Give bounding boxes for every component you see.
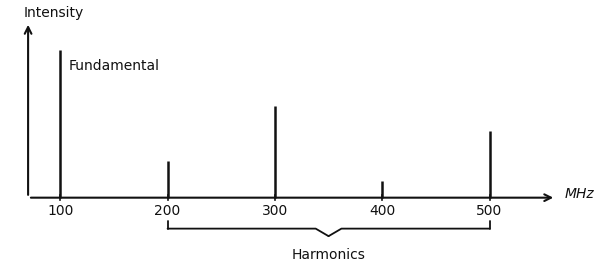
Text: 300: 300 [262,204,288,218]
Text: Fundamental: Fundamental [69,59,160,73]
Text: 500: 500 [476,204,503,218]
Text: MHz: MHz [565,187,594,201]
Text: 200: 200 [154,204,181,218]
Text: Intensity: Intensity [24,6,84,20]
Text: Harmonics: Harmonics [292,248,365,262]
Text: 100: 100 [47,204,73,218]
Text: 400: 400 [369,204,395,218]
